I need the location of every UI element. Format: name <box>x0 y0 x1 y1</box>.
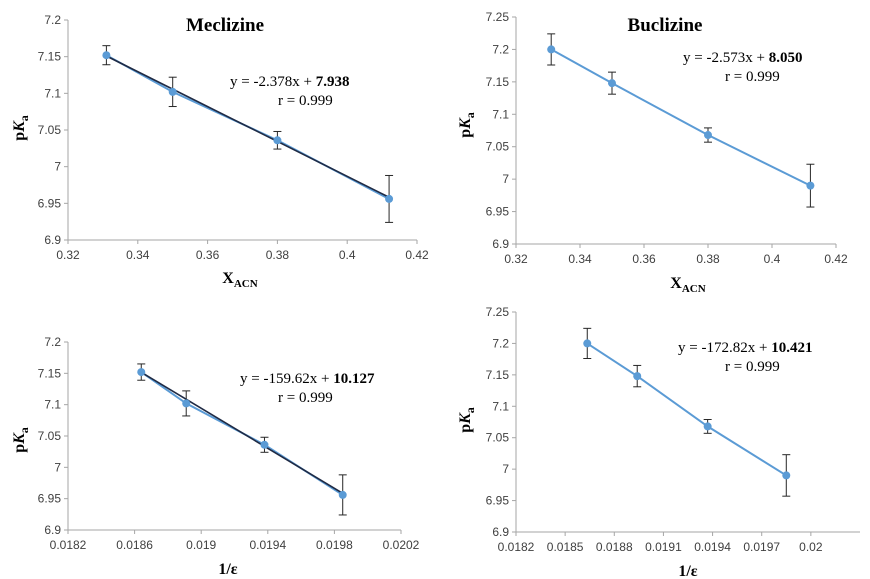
correlation-coefficient: r = 0.999 <box>725 359 780 375</box>
y-tick-label: 6.9 <box>44 523 61 537</box>
data-point <box>782 471 791 480</box>
x-tick-label: 0.0194 <box>249 538 286 552</box>
y-tick-label: 6.95 <box>486 205 510 219</box>
regression-equation: y = -2.378x + 7.938 <box>230 74 349 90</box>
x-tick-label: 0.0198 <box>316 538 353 552</box>
data-point <box>806 181 815 190</box>
data-point <box>547 45 556 54</box>
data-point <box>633 372 642 381</box>
x-tick-label: 0.4 <box>764 252 781 266</box>
y-tick-label: 7.05 <box>38 429 62 443</box>
y-tick-label: 7.05 <box>486 140 510 154</box>
y-tick-label: 6.95 <box>38 492 62 506</box>
y-tick-label: 7.1 <box>492 399 509 413</box>
data-point <box>338 490 347 499</box>
regression-equation: y = -2.573x + 8.050 <box>683 50 802 66</box>
series-line <box>550 48 811 187</box>
y-tick-label: 7.25 <box>486 305 510 319</box>
x-tick-label: 0.32 <box>504 252 528 266</box>
y-tick-label: 7.1 <box>44 398 61 412</box>
x-tick-label: 0.0191 <box>645 540 682 554</box>
x-tick-label: 0.02 <box>799 540 823 554</box>
chart-panel-4: 6.9 6.95 7 7.05 7.1 7.15 7.2 7.25 0.0182 0.0185 0.… <box>457 305 860 579</box>
y-tick-label: 6.9 <box>492 237 509 251</box>
chart-panel-2: 6.9 6.95 7 7.05 7.1 7.15 7.2 7.25 0.32 0.34 0.36 0.… <box>457 10 848 295</box>
y-tick-label: 7.2 <box>492 336 509 350</box>
chart-panel-1: 6.9 6.95 7 7.05 7.1 7.15 7.2 0.32 0.34 0.36 0.38 0.… <box>11 13 429 290</box>
x-tick-label: 0.34 <box>568 252 592 266</box>
chart-title: Meclizine <box>186 15 264 36</box>
trendline <box>140 371 344 494</box>
x-tick-label: 0.38 <box>266 248 290 262</box>
data-point <box>385 194 394 203</box>
data-point <box>583 339 592 348</box>
data-point <box>137 368 146 377</box>
y-tick-label: 7.2 <box>44 335 61 349</box>
y-tick-label: 7.1 <box>44 86 61 100</box>
x-tick-label: 0.32 <box>56 248 80 262</box>
trendline <box>106 55 390 198</box>
y-tick-label: 6.9 <box>44 233 61 247</box>
x-tick-label: 0.36 <box>632 252 656 266</box>
y-tick-label: 7.05 <box>486 431 510 445</box>
x-tick-label: 0.38 <box>696 252 720 266</box>
y-axis-label: pKa <box>457 112 477 138</box>
x-tick-label: 0.42 <box>824 252 848 266</box>
x-tick-label: 0.0186 <box>116 538 153 552</box>
correlation-coefficient: r = 0.999 <box>278 93 333 109</box>
data-point <box>168 87 177 96</box>
y-tick-label: 7.15 <box>486 368 510 382</box>
data-point <box>703 422 712 431</box>
x-tick-label: 0.0182 <box>50 538 87 552</box>
y-tick-label: 6.9 <box>492 525 509 539</box>
y-axis-label: pKa <box>11 427 31 453</box>
data-point <box>273 136 282 145</box>
y-tick-label: 7.15 <box>38 50 62 64</box>
y-axis-label: pKa <box>457 407 477 433</box>
y-tick-label: 7.2 <box>492 42 509 56</box>
data-point <box>608 79 616 88</box>
x-axis-label: 1/ε <box>678 563 697 579</box>
x-axis-label: XACN <box>222 270 257 290</box>
series-line <box>586 342 787 477</box>
y-tick-label: 7.2 <box>44 13 61 27</box>
x-tick-label: 0.34 <box>126 248 150 262</box>
y-tick-label: 6.95 <box>486 494 510 508</box>
chart-title: Buclizine <box>628 15 703 36</box>
data-point <box>182 399 191 408</box>
y-tick-label: 7.15 <box>486 75 510 89</box>
y-tick-label: 7 <box>502 462 509 476</box>
chart-panel-3: 6.9 6.95 7 7.05 7.1 7.15 7.2 0.0182 0.0186 0.019 0… <box>11 335 420 578</box>
x-axis-label: XACN <box>670 275 705 295</box>
x-axis-label: 1/ε <box>218 561 237 578</box>
x-tick-label: 0.36 <box>196 248 220 262</box>
x-tick-label: 0.0188 <box>596 540 633 554</box>
y-axis-label: pKa <box>11 115 31 141</box>
x-tick-label: 0.0202 <box>383 538 420 552</box>
x-tick-label: 0.42 <box>405 248 429 262</box>
y-tick-label: 7.15 <box>38 366 62 380</box>
regression-equation: y = -159.62x + 10.127 <box>240 371 375 387</box>
x-tick-label: 0.0197 <box>743 540 780 554</box>
correlation-coefficient: r = 0.999 <box>278 390 333 406</box>
y-tick-label: 7 <box>54 460 61 474</box>
y-tick-label: 7.1 <box>492 107 509 121</box>
data-point <box>102 51 111 60</box>
y-tick-label: 7.05 <box>38 123 62 137</box>
x-tick-label: 0.4 <box>339 248 356 262</box>
x-tick-label: 0.0185 <box>547 540 584 554</box>
y-tick-label: 6.95 <box>38 196 62 210</box>
y-tick-label: 7.25 <box>486 10 510 24</box>
x-tick-label: 0.019 <box>186 538 216 552</box>
data-point <box>260 440 269 449</box>
x-tick-label: 0.0194 <box>694 540 731 554</box>
y-tick-label: 7 <box>54 160 61 174</box>
y-tick-label: 7 <box>502 172 509 186</box>
regression-equation: y = -172.82x + 10.421 <box>678 340 812 356</box>
data-point <box>704 131 712 140</box>
correlation-coefficient: r = 0.999 <box>725 69 780 85</box>
x-tick-label: 0.0182 <box>498 540 535 554</box>
